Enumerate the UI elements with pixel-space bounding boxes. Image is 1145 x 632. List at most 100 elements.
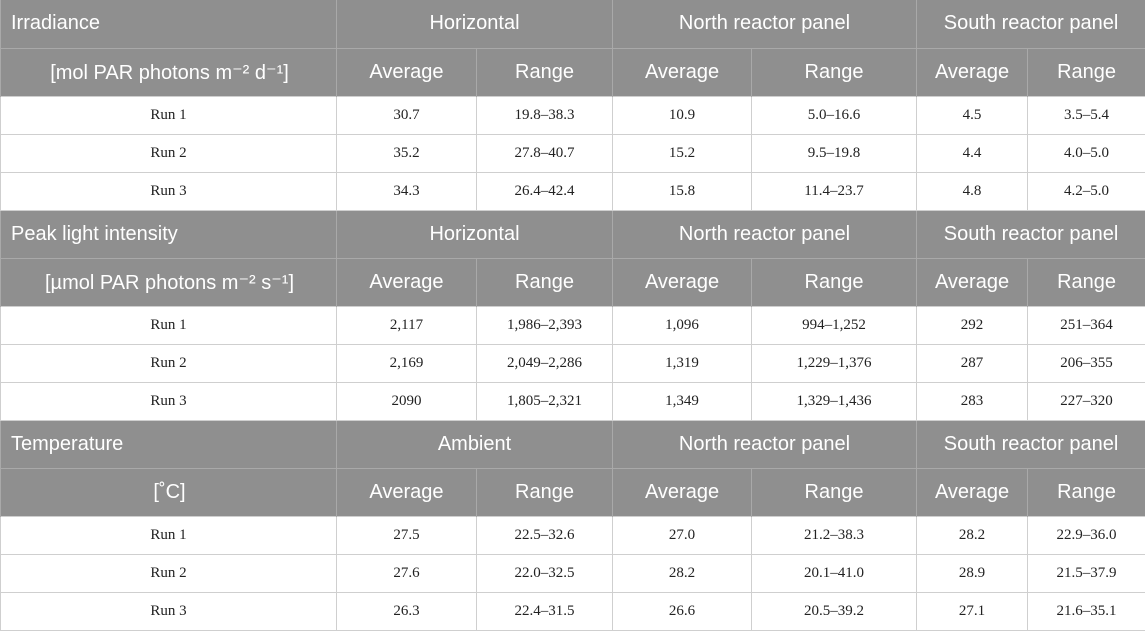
column-header-range: Range — [1027, 48, 1145, 96]
table-cell: 2,169 — [336, 343, 477, 383]
table-cell: 28.9 — [916, 553, 1029, 593]
column-header-average: Average — [916, 468, 1029, 516]
column-header-range: Range — [475, 258, 614, 306]
table-cell: 15.8 — [612, 171, 753, 211]
table-cell: 11.4–23.7 — [751, 171, 918, 211]
table-cell: 22.4–31.5 — [475, 591, 614, 631]
table-cell: 4.2–5.0 — [1027, 171, 1145, 211]
temperature-group-header-row: Temperature Ambient North reactor panel Sou… — [0, 420, 1145, 469]
group-header-ambient: Ambient — [335, 420, 614, 469]
column-header-range: Range — [1027, 468, 1145, 516]
table-cell: 1,096 — [612, 305, 753, 345]
table-cell: 2,117 — [336, 305, 477, 345]
run-label: Run 1 — [0, 305, 337, 345]
column-header-range: Range — [751, 48, 918, 96]
table-cell: 2,049–2,286 — [475, 343, 614, 383]
column-header-range: Range — [475, 48, 614, 96]
table-cell: 27.6 — [336, 553, 477, 593]
table-cell: 26.4–42.4 — [475, 171, 614, 211]
group-header-horizontal: Horizontal — [335, 0, 614, 49]
table-cell: 2090 — [336, 381, 477, 421]
table-cell: 1,319 — [612, 343, 753, 383]
temperature-sub-header-row: [˚C] Average Range Average Range Average Range — [0, 468, 1145, 516]
table-row: Run 3 34.3 26.4–42.4 15.8 11.4–23.7 4.8 4.2–5.… — [0, 171, 1145, 211]
table-cell: 4.4 — [916, 133, 1029, 173]
table-row: Run 1 2,117 1,986–2,393 1,096 994–1,252 292 25… — [0, 305, 1145, 345]
column-header-average: Average — [916, 48, 1029, 96]
table-cell: 21.2–38.3 — [751, 515, 918, 555]
table-cell: 27.0 — [612, 515, 753, 555]
column-header-range: Range — [475, 468, 614, 516]
table-cell: 22.0–32.5 — [475, 553, 614, 593]
table-cell: 21.6–35.1 — [1027, 591, 1145, 631]
run-label: Run 3 — [0, 591, 337, 631]
group-header-north-reactor-panel: North reactor panel — [612, 210, 918, 259]
run-label: Run 1 — [0, 95, 337, 135]
table-cell: 22.5–32.6 — [475, 515, 614, 555]
table-cell: 1,229–1,376 — [751, 343, 918, 383]
column-header-average: Average — [612, 48, 753, 96]
table-row: Run 3 2090 1,805–2,321 1,349 1,329–1,436 283 2… — [0, 381, 1145, 421]
column-header-average: Average — [612, 468, 753, 516]
table-cell: 28.2 — [612, 553, 753, 593]
group-header-north-reactor-panel: North reactor panel — [612, 0, 918, 49]
table-row: Run 2 35.2 27.8–40.7 15.2 9.5–19.8 4.4 4.0–5.0 — [0, 133, 1145, 173]
table-cell: 5.0–16.6 — [751, 95, 918, 135]
table-cell: 27.5 — [336, 515, 477, 555]
peak-light-intensity-unit-label: [µmol PAR photons m⁻² s⁻¹] — [0, 258, 337, 306]
table-cell: 20.1–41.0 — [751, 553, 918, 593]
table-row: Run 1 27.5 22.5–32.6 27.0 21.2–38.3 28.2 22.9–… — [0, 515, 1145, 555]
table-cell: 21.5–37.9 — [1027, 553, 1145, 593]
run-label: Run 3 — [0, 171, 337, 211]
table-cell: 22.9–36.0 — [1027, 515, 1145, 555]
table-cell: 20.5–39.2 — [751, 591, 918, 631]
table-row: Run 1 30.7 19.8–38.3 10.9 5.0–16.6 4.5 3.5–5.4 — [0, 95, 1145, 135]
column-header-average: Average — [336, 258, 477, 306]
run-label: Run 2 — [0, 553, 337, 593]
table-row: Run 2 27.6 22.0–32.5 28.2 20.1–41.0 28.9 21.5–… — [0, 553, 1145, 593]
column-header-range: Range — [751, 468, 918, 516]
group-header-south-reactor-panel: South reactor panel — [916, 210, 1145, 259]
column-header-range: Range — [751, 258, 918, 306]
table-cell: 26.6 — [612, 591, 753, 631]
table-cell: 994–1,252 — [751, 305, 918, 345]
table-cell: 292 — [916, 305, 1029, 345]
table-cell: 206–355 — [1027, 343, 1145, 383]
table-cell: 15.2 — [612, 133, 753, 173]
table-cell: 30.7 — [336, 95, 477, 135]
table-cell: 27.8–40.7 — [475, 133, 614, 173]
table-cell: 1,805–2,321 — [475, 381, 614, 421]
temperature-unit-label: [˚C] — [0, 468, 337, 516]
run-label: Run 2 — [0, 343, 337, 383]
table-cell: 3.5–5.4 — [1027, 95, 1145, 135]
table-cell: 26.3 — [336, 591, 477, 631]
irradiance-section-label: Irradiance — [0, 0, 337, 49]
irradiance-unit-label: [mol PAR photons m⁻² d⁻¹] — [0, 48, 337, 96]
table-cell: 4.8 — [916, 171, 1029, 211]
irradiance-group-header-row: Irradiance Horizontal North reactor panel S… — [0, 0, 1145, 49]
table-cell: 35.2 — [336, 133, 477, 173]
table-row: Run 2 2,169 2,049–2,286 1,319 1,229–1,376 287… — [0, 343, 1145, 383]
temperature-section-label: Temperature — [0, 420, 337, 469]
group-header-north-reactor-panel: North reactor panel — [612, 420, 918, 469]
table-cell: 1,349 — [612, 381, 753, 421]
group-header-south-reactor-panel: South reactor panel — [916, 420, 1145, 469]
column-header-average: Average — [612, 258, 753, 306]
table-cell: 27.1 — [916, 591, 1029, 631]
table-cell: 34.3 — [336, 171, 477, 211]
group-header-south-reactor-panel: South reactor panel — [916, 0, 1145, 49]
table-cell: 4.5 — [916, 95, 1029, 135]
table-cell: 1,986–2,393 — [475, 305, 614, 345]
group-header-horizontal: Horizontal — [335, 210, 614, 259]
table-row: Run 3 26.3 22.4–31.5 26.6 20.5–39.2 27.1 21.6–… — [0, 591, 1145, 631]
table-cell: 4.0–5.0 — [1027, 133, 1145, 173]
table-cell: 227–320 — [1027, 381, 1145, 421]
run-label: Run 2 — [0, 133, 337, 173]
table-cell: 10.9 — [612, 95, 753, 135]
table-cell: 287 — [916, 343, 1029, 383]
column-header-average: Average — [336, 48, 477, 96]
peak-light-intensity-section-label: Peak light intensity — [0, 210, 337, 259]
peak-light-intensity-group-header-row: Peak light intensity Horizontal North reac… — [0, 210, 1145, 259]
